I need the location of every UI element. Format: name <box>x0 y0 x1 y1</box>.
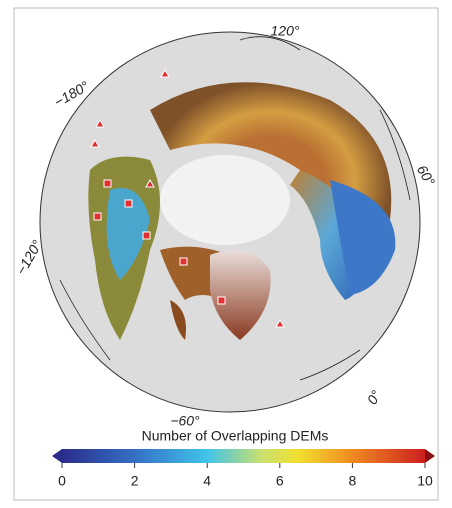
colorbar <box>62 449 425 463</box>
longitude-label: −60° <box>170 413 200 429</box>
colorbar-tick-label: 6 <box>276 473 284 489</box>
colorbar-tick-label: 8 <box>349 473 357 489</box>
map <box>40 32 420 412</box>
colorbar-tick-label: 10 <box>417 473 433 489</box>
colorbar-tick-label: 4 <box>203 473 211 489</box>
colorbar-label: Number of Overlapping DEMs <box>142 428 329 444</box>
figure: Number of Overlapping DEMs 120°60°0°−60°… <box>0 0 452 508</box>
colorbar-tick-label: 2 <box>131 473 139 489</box>
longitude-label: 120° <box>271 23 300 39</box>
colorbar-tick-label: 0 <box>58 473 66 489</box>
